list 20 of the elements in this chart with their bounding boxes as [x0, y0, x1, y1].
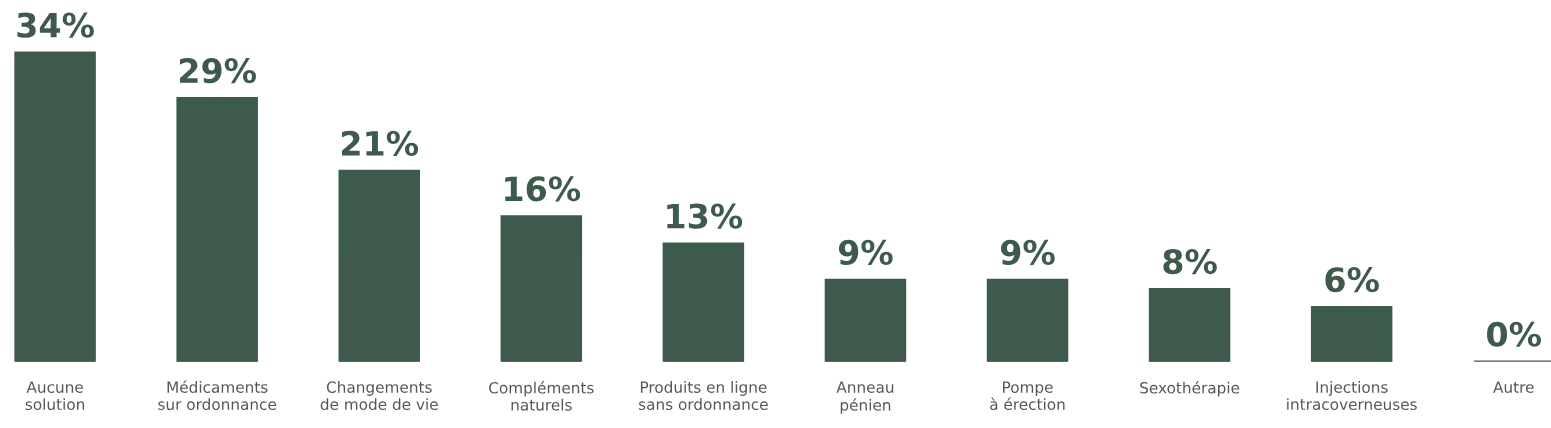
data-label: 21% — [341, 130, 419, 156]
data-label: 9% — [1000, 239, 1055, 266]
data-label: 29% — [179, 58, 256, 84]
data-label: 16% — [505, 176, 581, 202]
x-tick-label: Pompe à érection — [990, 381, 1065, 411]
x-tick-label: Aucune solution — [25, 381, 85, 411]
x-tick-label: Médicaments sur ordonnance — [158, 380, 277, 411]
data-label: 13% — [667, 203, 743, 229]
x-tick-label: Autre — [1493, 381, 1534, 393]
data-label: 8% — [1163, 248, 1217, 275]
data-label: 9% — [838, 239, 893, 266]
x-tick-label: Produits en ligne sans ordonnance — [638, 381, 768, 411]
x-tick-label: Sexothérapie — [1140, 381, 1240, 397]
data-label: 0% — [1487, 321, 1541, 347]
data-label: 6% — [1325, 267, 1379, 293]
data-label: 34% — [17, 12, 94, 38]
x-tick-label: Changements de mode de vie — [320, 381, 438, 411]
x-tick-label: Injections intracoverneuses — [1287, 381, 1417, 411]
x-tick-label: Anneau pénien — [836, 381, 894, 414]
x-tick-label: Compléments naturels — [489, 381, 594, 411]
